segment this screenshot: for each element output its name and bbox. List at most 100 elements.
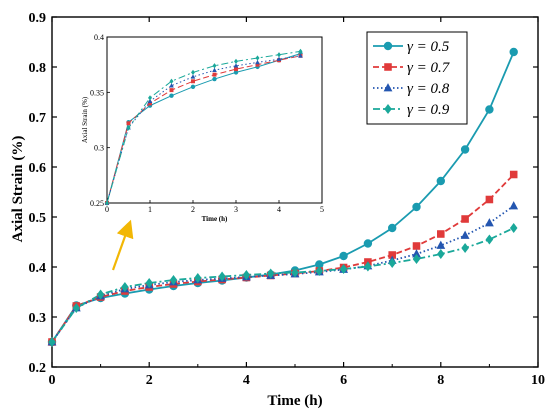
- inset-x-tick-label: 2: [191, 205, 195, 214]
- inset-data-point: [169, 88, 174, 93]
- inset-data-point: [169, 93, 174, 98]
- inset-x-tick-label: 3: [234, 205, 238, 214]
- legend-marker: [384, 63, 392, 71]
- x-tick-label: 8: [437, 373, 444, 388]
- data-point: [242, 269, 251, 281]
- inset-series-line: [106, 50, 301, 204]
- legend-entry-label: γ = 0.8: [407, 81, 450, 97]
- data-point: [96, 289, 105, 300]
- inset-pointer-arrow: [111, 219, 134, 271]
- x-tick-label: 0: [49, 373, 56, 388]
- inset-data-point: [212, 72, 217, 77]
- inset-data-point: [212, 63, 217, 69]
- data-point: [218, 271, 226, 282]
- inset-x-tick-label: 1: [148, 205, 152, 214]
- inset-x-tick-label: 0: [105, 205, 109, 214]
- y-tick-label: 0.6: [29, 161, 47, 176]
- data-point: [461, 242, 469, 254]
- inset-data-point: [191, 79, 195, 84]
- inset-data-point: [212, 76, 217, 82]
- inset-series-line: [106, 55, 301, 204]
- inset-data-point: [190, 74, 196, 79]
- y-tick-label: 0.9: [29, 11, 47, 26]
- x-tick-label: 2: [146, 373, 153, 388]
- inset-y-axis-label: Axial Strain (%): [81, 96, 89, 143]
- x-tick-label: 4: [243, 373, 250, 388]
- data-point: [412, 249, 421, 258]
- inset-data-point: [277, 52, 281, 58]
- inset-data-point: [105, 200, 109, 206]
- inset-x-axis-label: Time (h): [202, 215, 228, 223]
- inset-x-tick-label: 4: [277, 205, 281, 214]
- inset-data-point: [212, 67, 217, 72]
- inset-y-tick-label: 0.35: [90, 88, 104, 97]
- data-point: [145, 277, 153, 289]
- inset-data-point: [255, 62, 260, 67]
- data-point: [412, 253, 421, 265]
- x-axis-label: Time (h): [267, 393, 322, 409]
- inset-plot: 0 1 2 3 4 5 0.25 0.3 0.35 0.4 Time (h) Axial Strain…: [81, 33, 324, 223]
- data-point: [484, 218, 494, 227]
- legend-entry-label: γ = 0.9: [407, 102, 450, 118]
- data-point: [436, 176, 445, 186]
- inset-data-point: [298, 53, 303, 58]
- data-point: [388, 257, 396, 269]
- inset-data-point: [298, 48, 303, 55]
- data-point: [315, 260, 324, 269]
- data-point: [291, 267, 299, 278]
- data-point: [315, 265, 324, 277]
- data-point: [121, 281, 129, 293]
- inset-y-tick-label: 0.3: [94, 144, 104, 153]
- data-point: [339, 251, 348, 261]
- y-tick-label: 0.7: [29, 111, 47, 126]
- y-tick-label: 0.2: [29, 361, 47, 376]
- inset-data-point: [233, 70, 239, 75]
- legend-entry-label: γ = 0.5: [407, 39, 450, 55]
- data-point: [48, 336, 56, 348]
- data-point: [436, 240, 446, 249]
- data-point: [509, 222, 518, 234]
- data-point: [412, 242, 421, 250]
- inset-data-point: [190, 84, 196, 90]
- inset-frame: [106, 36, 323, 204]
- series-line: [51, 205, 515, 343]
- data-point: [485, 234, 494, 245]
- inset-data-point: [126, 121, 131, 126]
- data-point: [194, 272, 202, 284]
- data-point: [461, 215, 469, 223]
- data-point: [460, 145, 470, 154]
- inset-data-point: [148, 101, 152, 106]
- inset-y-tick-label: 0.25: [90, 199, 104, 208]
- inset-data-point: [191, 69, 195, 76]
- inset-series-line: [106, 53, 301, 204]
- data-point: [485, 105, 494, 114]
- inset-data-point: [148, 95, 152, 101]
- legend: γ = 0.5 γ = 0.7 γ = 0.8 γ = 0.9: [366, 31, 468, 125]
- legend-marker: [383, 41, 393, 51]
- data-point: [72, 302, 81, 314]
- data-point: [509, 47, 518, 57]
- inset-data-point: [126, 125, 131, 131]
- data-point: [437, 248, 445, 260]
- data-point: [485, 195, 494, 204]
- x-tick-label: 10: [531, 373, 545, 388]
- data-point: [169, 274, 178, 286]
- data-point: [363, 239, 373, 248]
- data-point: [437, 230, 445, 238]
- inset-data-point: [169, 78, 174, 84]
- data-point: [266, 268, 275, 279]
- data-point: [460, 230, 470, 239]
- legend-entry-label: γ = 0.7: [407, 60, 451, 76]
- inset-data-point: [255, 55, 260, 61]
- series-line: [51, 227, 515, 343]
- x-tick-label: 6: [340, 373, 347, 388]
- inset-y-tick-label: 0.4: [94, 33, 104, 42]
- data-point: [339, 263, 348, 275]
- legend-marker: [384, 103, 392, 115]
- inset-x-tick-label: 5: [320, 205, 324, 214]
- inset-data-point: [255, 59, 260, 65]
- y-tick-label: 0.8: [29, 61, 47, 76]
- inset-data-point: [147, 98, 153, 103]
- y-tick-label: 0.5: [29, 211, 47, 226]
